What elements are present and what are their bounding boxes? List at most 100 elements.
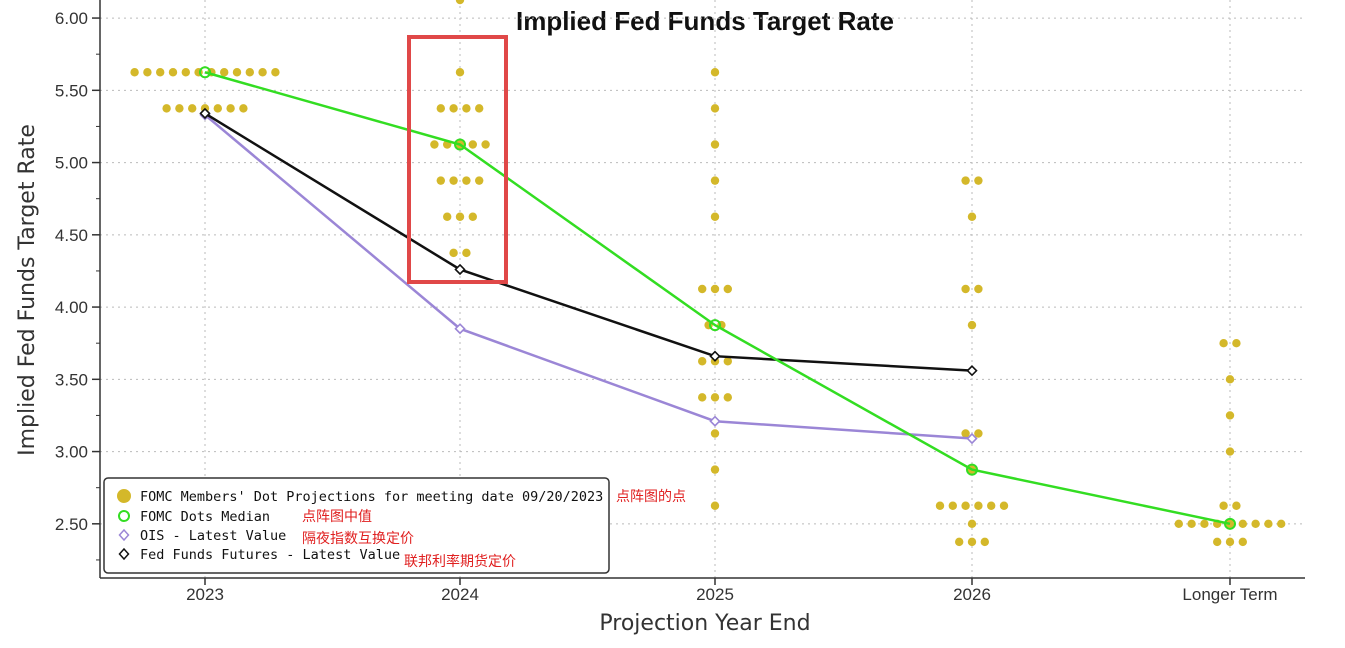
legend-futures: Fed Funds Futures - Latest Value [140,547,400,563]
dot-4-5-1 [1187,519,1196,529]
dot-3-2-0 [961,284,970,294]
dot-4-5-7 [1264,519,1273,529]
dot-1-0-0 [455,0,465,5]
y-tick-label-6: 3.00 [55,443,88,462]
x-tick-label-4: Longer Term [1182,585,1277,604]
dot-1-5-0 [443,212,452,221]
dot-3-0-0 [961,176,970,185]
dot-4-5-5 [1238,519,1248,529]
dot-4-4-1 [1232,501,1241,510]
dot-1-1-0 [455,68,465,77]
series-lines [199,66,1236,530]
dot-3-2-1 [974,284,983,294]
dot-1-5-1 [455,212,465,221]
series-0-marker-2 [709,319,721,332]
legend-median: FOMC Dots Median [140,509,270,525]
dot-projections [130,0,1286,547]
dot-0-1-6 [239,104,248,113]
x-tick-label-1: 2024 [441,585,479,604]
legend-median-marker [118,510,130,522]
dot-2-5-0 [698,284,707,294]
series-1-marker-3 [966,432,978,445]
dot-0-0-10 [258,68,267,77]
series-1-marker-1 [454,323,466,335]
dot-1-3-0 [430,140,439,149]
x-tick-label-0: 2023 [186,585,224,604]
dot-2-8-1 [710,393,720,402]
dot-1-3-3 [468,140,477,149]
series-line-0 [204,71,1231,526]
dot-2-1-0 [710,104,720,113]
dot-0-0-3 [168,68,178,77]
series-0-marker-1 [454,138,466,151]
dot-0-0-2 [156,68,165,77]
dot-3-8-0 [955,537,964,547]
highlight-box [407,35,508,284]
y-tick-label-7: 2.50 [55,515,88,534]
dot-0-1-0 [162,104,171,113]
dot-0-0-0 [130,68,139,77]
dot-0-1-5 [226,104,235,113]
dot-4-3-0 [1225,447,1235,456]
dot-0-0-1 [143,68,152,77]
dot-4-5-2 [1200,519,1209,529]
y-tick-label-0: 6.00 [55,9,88,28]
dot-2-5-1 [710,284,720,294]
dot-2-5-2 [723,284,732,294]
dot-0-0-8 [232,68,242,77]
series-line-1 [204,113,973,440]
dot-1-4-0 [436,176,445,185]
dot-4-6-2 [1238,537,1248,547]
dot-1-4-1 [449,176,458,185]
legend-dot-projections: FOMC Members' Dot Projections for meetin… [140,489,603,505]
series-line-2 [204,112,973,372]
dot-1-4-3 [475,176,484,185]
annotation-dots: 点阵图的点 [616,489,686,505]
dot-3-8-2 [980,537,989,547]
dot-3-4-0 [961,429,970,438]
dot-3-4-1 [974,429,983,438]
dot-1-2-0 [436,104,445,113]
dot-2-2-0 [710,140,720,149]
dot-3-1-0 [967,212,977,221]
dot-0-0-9 [245,68,254,77]
dot-4-0-1 [1232,338,1241,348]
dot-3-6-3 [974,501,983,510]
dot-2-8-2 [723,393,732,402]
y-axis-label: Implied Fed Funds Target Rate [15,124,40,456]
dot-1-3-4 [481,140,490,149]
dot-3-0-1 [974,176,983,185]
series-2-marker-3 [966,365,978,377]
y-tick-label-2: 5.00 [55,154,88,173]
dot-2-11-0 [710,501,720,510]
dot-2-10-0 [710,465,720,474]
dot-1-6-1 [462,248,471,258]
series-0-marker-0 [199,66,211,79]
dot-3-7-0 [967,519,977,529]
dot-4-2-0 [1225,411,1235,420]
x-tick-label-2: 2025 [696,585,734,604]
dot-2-9-0 [710,429,720,438]
dot-1-4-2 [462,176,471,185]
series-0-marker-4 [1224,517,1236,530]
dot-0-0-7 [220,68,229,77]
annotation-futures: 联邦利率期货定价 [404,553,516,570]
legend-frame [103,477,610,574]
dot-4-4-0 [1219,501,1228,510]
dot-0-1-2 [188,104,197,113]
series-0-marker-3 [966,463,978,476]
series-2-marker-1 [454,263,466,276]
dot-4-5-0 [1174,519,1184,529]
y-tick-label-5: 3.50 [55,370,88,389]
dot-0-0-11 [271,68,280,77]
dot-0-0-4 [181,68,190,77]
annotation-median: 点阵图中值 [302,509,372,525]
dot-1-5-2 [468,212,477,221]
dot-2-7-2 [723,357,732,366]
y-tick-label-4: 4.00 [55,298,88,317]
dot-0-1-1 [175,104,184,113]
legend-ois-marker [118,528,130,542]
dot-4-6-0 [1213,537,1222,547]
dot-2-0-0 [710,68,720,77]
